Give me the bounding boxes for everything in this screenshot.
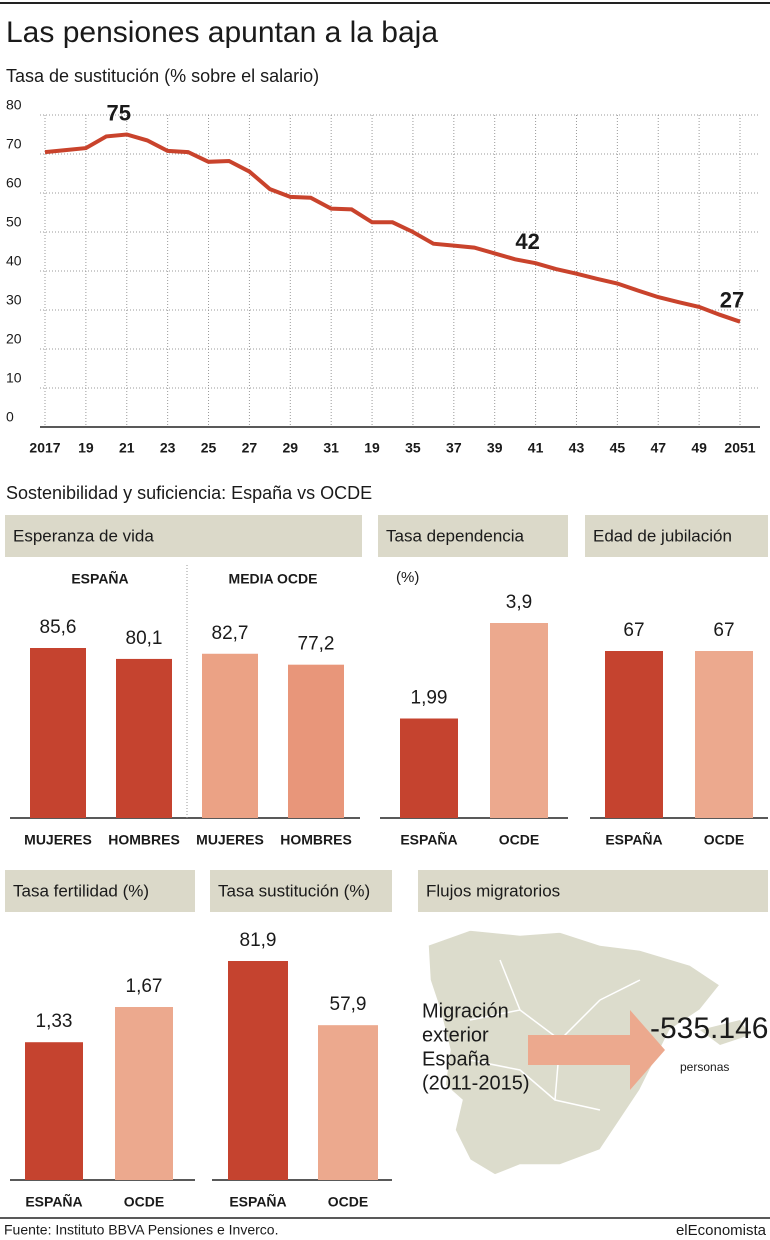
panel-header	[585, 515, 768, 557]
bar	[116, 658, 172, 818]
x-tick-label: 39	[487, 440, 503, 456]
data-label: 77,2	[298, 634, 335, 655]
chart-title: Tasa de sustitución (% sobre el salario)	[6, 66, 319, 86]
x-tick-label: OCDE	[328, 1194, 368, 1210]
x-tick-label: 45	[610, 440, 626, 456]
data-label: 42	[515, 229, 539, 254]
group-label: MEDIA OCDE	[229, 571, 318, 587]
y-tick-label: 30	[6, 292, 22, 308]
panel-header	[378, 515, 568, 557]
migration-unit: personas	[680, 1060, 729, 1074]
panel-title: Esperanza de vida	[13, 526, 154, 545]
x-tick-label: 43	[569, 440, 585, 456]
x-tick-label: 19	[364, 440, 380, 456]
data-label: 81,9	[240, 930, 277, 951]
x-tick-label: ESPAÑA	[605, 831, 662, 848]
x-tick-label: 49	[691, 440, 707, 456]
panel-header	[418, 870, 768, 912]
x-tick-label: 31	[323, 440, 339, 456]
migration-text: España	[422, 1048, 491, 1070]
y-tick-label: 20	[6, 331, 22, 347]
panel-header	[5, 870, 195, 912]
x-tick-label: HOMBRES	[280, 832, 352, 848]
x-tick-label: 21	[119, 440, 135, 456]
map	[418, 870, 768, 1176]
x-tick-label: 41	[528, 440, 544, 456]
x-tick-label: 27	[242, 440, 258, 456]
x-tick-label: 37	[446, 440, 462, 456]
balearic-islands	[700, 1020, 750, 1045]
source: Fuente: Instituto BBVA Pensiones e Inver…	[4, 1222, 278, 1238]
migration-value: -535.146	[650, 1012, 768, 1045]
bar	[400, 718, 458, 818]
data-label: 75	[107, 100, 131, 125]
section-title: Sostenibilidad y suficiencia: España vs …	[6, 483, 372, 503]
x-tick-label: 19	[78, 440, 94, 456]
y-tick-label: 0	[6, 409, 14, 425]
data-label: 27	[720, 288, 744, 313]
data-label: 67	[713, 620, 734, 641]
migration-text: exterior	[422, 1024, 489, 1046]
x-tick-label: HOMBRES	[108, 832, 180, 848]
brand: elEconomista	[676, 1222, 767, 1239]
migration-text: Migración	[422, 1000, 509, 1022]
data-label: 1,67	[126, 976, 163, 997]
data-label: 67	[623, 620, 644, 641]
y-tick-label: 60	[6, 175, 22, 191]
data-label: 57,9	[330, 994, 367, 1015]
data-label: 1,33	[36, 1011, 73, 1032]
panel-title: Tasa fertilidad (%)	[13, 881, 149, 900]
bar	[25, 1042, 83, 1180]
unit-label: (%)	[396, 569, 419, 586]
line	[44, 132, 741, 324]
bar	[288, 664, 344, 818]
y-tick-label: 10	[6, 370, 22, 386]
migration-arrow	[528, 1010, 665, 1090]
x-tick-label: OCDE	[499, 832, 539, 848]
x-tick-label: 47	[650, 440, 666, 456]
y-tick-label: 70	[6, 136, 22, 152]
bar	[228, 961, 288, 1180]
bar	[115, 1007, 173, 1180]
y-tick-label: 50	[6, 214, 22, 230]
bar	[318, 1025, 378, 1180]
x-tick-label: ESPAÑA	[400, 831, 457, 848]
bar	[490, 623, 548, 818]
x-tick-label: 2051	[724, 440, 755, 456]
x-tick-label: 35	[405, 440, 421, 456]
x-tick-label: 25	[201, 440, 217, 456]
data-label: 1,99	[411, 688, 448, 709]
x-tick-label: MUJERES	[196, 832, 264, 848]
bar	[695, 651, 753, 818]
bar	[30, 648, 86, 818]
panel-title: Tasa dependencia	[386, 526, 525, 545]
data-label: 80,1	[126, 628, 163, 649]
x-tick-label: 29	[283, 440, 299, 456]
x-tick-label: ESPAÑA	[25, 1193, 82, 1210]
panel-header	[5, 515, 362, 557]
x-tick-label: MUJERES	[24, 832, 92, 848]
x-tick-label: 23	[160, 440, 176, 456]
panel-header	[210, 870, 392, 912]
data-label: 82,7	[212, 623, 249, 644]
x-tick-label: ESPAÑA	[229, 1193, 286, 1210]
page-title: Las pensiones apuntan a la baja	[6, 16, 438, 49]
panel-title: Flujos migratorios	[426, 881, 560, 900]
migration-text: (2011-2015)	[422, 1072, 529, 1094]
panel-title: Edad de jubilación	[593, 526, 732, 545]
panel-title: Tasa sustitución (%)	[218, 881, 370, 900]
y-tick-label: 40	[6, 253, 22, 269]
y-tick-label: 80	[6, 97, 22, 113]
data-label: 3,9	[506, 592, 532, 613]
data-label: 85,6	[40, 617, 77, 638]
bar	[202, 653, 258, 818]
bar	[605, 651, 663, 818]
group-label: ESPAÑA	[71, 570, 128, 587]
x-tick-label: OCDE	[124, 1194, 164, 1210]
x-tick-label: 2017	[29, 440, 60, 456]
x-tick-label: OCDE	[704, 832, 744, 848]
